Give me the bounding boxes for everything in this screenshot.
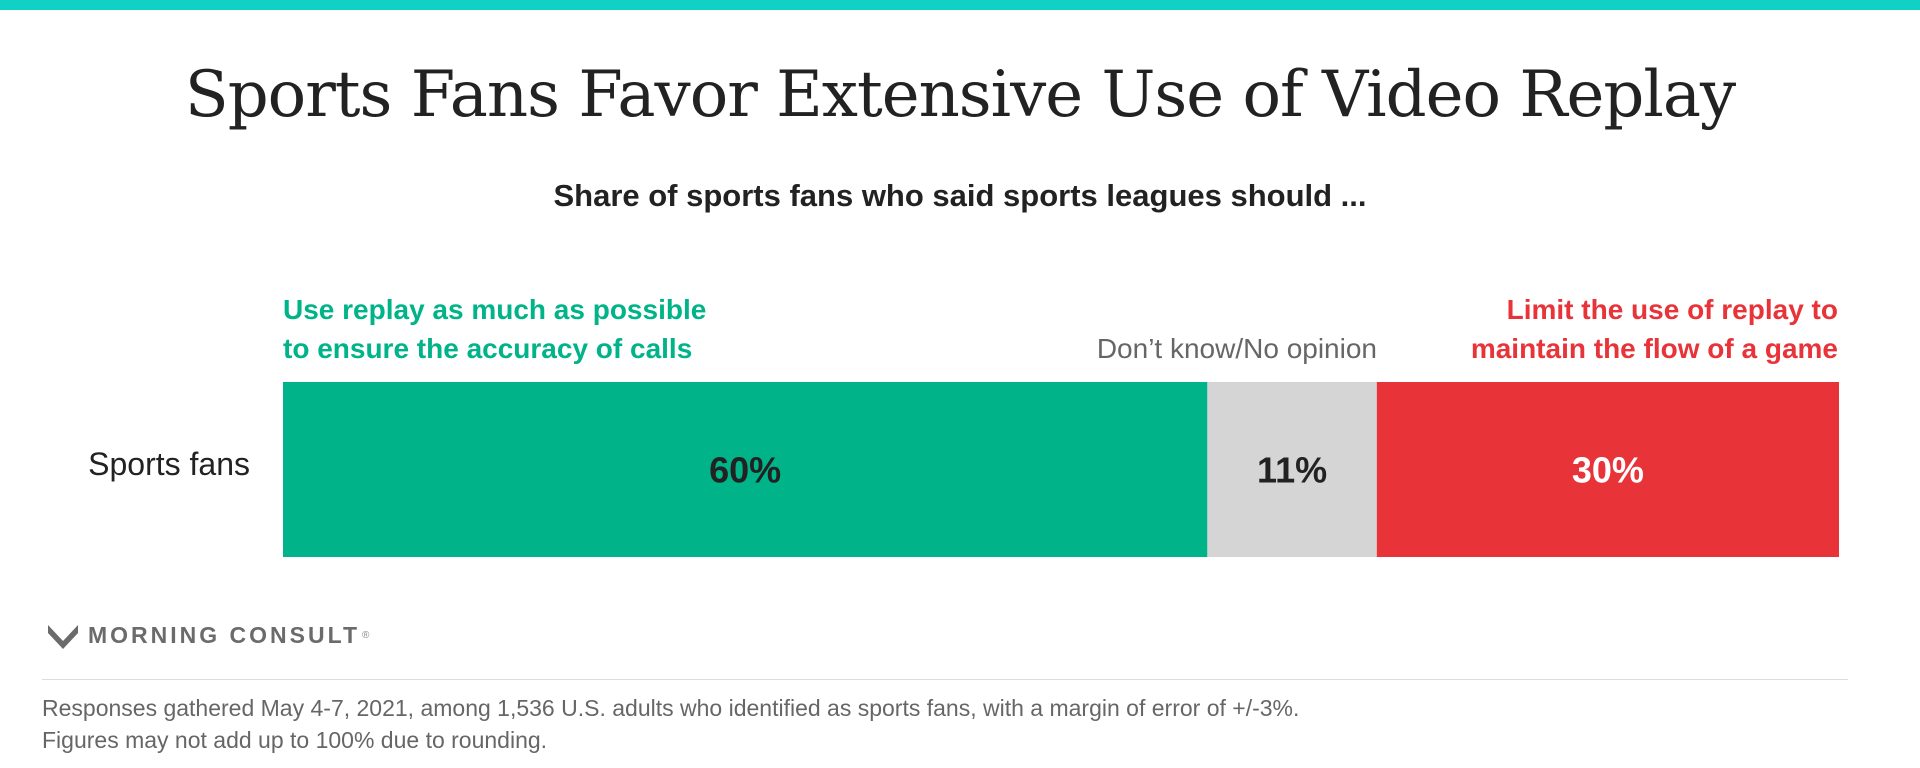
data-label-dont-know: 11%	[1257, 450, 1327, 491]
legend-dont-know-line-1: Don’t know/No opinion	[1096, 333, 1377, 364]
legend-use-replay-line-2: to ensure the accuracy of calls	[283, 333, 693, 364]
legend-dont-know: Don’t know/No opinion	[1097, 329, 1377, 368]
top-accent-bar	[0, 0, 1920, 10]
data-label-use-replay: 60%	[709, 450, 781, 491]
footnote: Responses gathered May 4-7, 2021, among …	[42, 692, 1299, 756]
chart-title: Sports Fans Favor Extensive Use of Video…	[184, 58, 1736, 132]
logo-registered-mark: ®	[362, 629, 370, 641]
bar-segment-use-replay	[283, 382, 1208, 557]
legend-use-replay: Use replay as much as possible to ensure…	[283, 290, 706, 368]
bar-segment-dont-know	[1207, 382, 1377, 557]
footnote-line-1: Responses gathered May 4-7, 2021, among …	[42, 695, 1300, 721]
chart-subtitle: Share of sports fans who said sports lea…	[553, 178, 1367, 213]
legend-limit-replay: Limit the use of replay to maintain the …	[1471, 290, 1838, 368]
footnote-line-2: Figures may not add up to 100% due to ro…	[42, 727, 548, 753]
morning-consult-m-icon	[48, 625, 78, 649]
legend-limit-replay-line-2: maintain the flow of a game	[1470, 333, 1838, 364]
logo-text: MORNING CONSULT	[88, 621, 361, 648]
category-label-sports-fans: Sports fans	[88, 446, 250, 482]
morning-consult-logo: MORNING CONSULT ®	[48, 619, 369, 651]
bar-segment-limit-replay	[1376, 382, 1839, 557]
footer-divider	[42, 679, 1848, 680]
data-label-limit-replay: 30%	[1572, 450, 1644, 491]
legend-use-replay-line-1: Use replay as much as possible	[283, 294, 707, 325]
legend-limit-replay-line-1: Limit the use of replay to	[1506, 294, 1838, 325]
